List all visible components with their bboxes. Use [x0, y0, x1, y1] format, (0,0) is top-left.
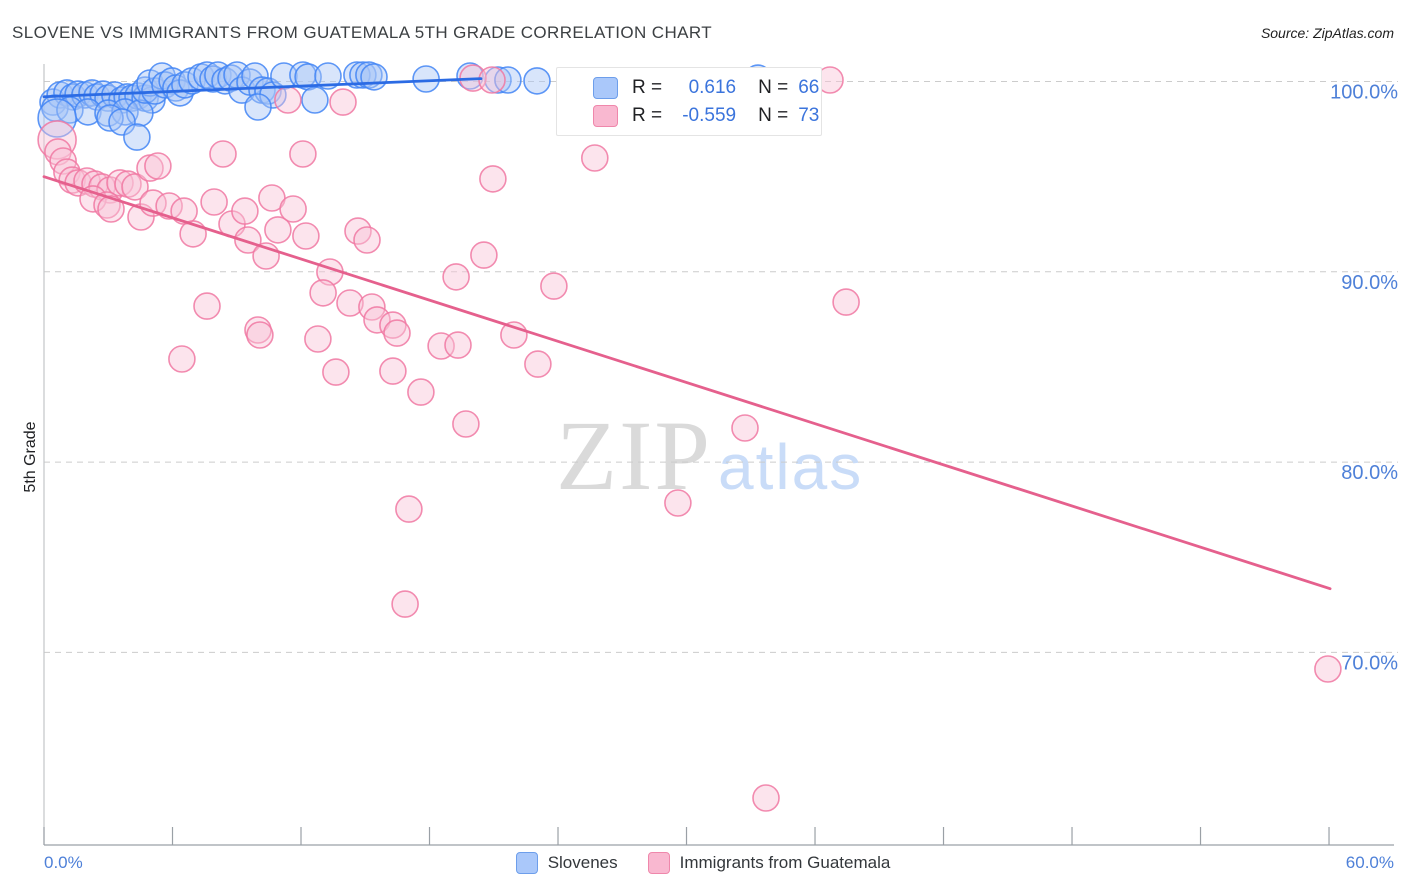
data-point-guatemala [168, 345, 196, 373]
legend-row-slovenes: R = 0.616 N = 66 [557, 76, 821, 99]
data-point-slovenes [494, 66, 522, 94]
data-point-guatemala [540, 272, 568, 300]
data-point-guatemala [395, 495, 423, 523]
y-axis-title: 5th Grade [22, 421, 39, 493]
data-point-guatemala [478, 66, 506, 94]
data-point-slovenes [37, 98, 77, 138]
data-point-guatemala [246, 321, 274, 349]
data-point-slovenes [111, 98, 139, 126]
data-point-guatemala [79, 185, 107, 213]
data-point-guatemala [274, 86, 302, 114]
data-point-guatemala [37, 120, 77, 160]
n-label: N = [758, 104, 789, 126]
x-axis-min-label: 0.0% [44, 853, 83, 872]
data-point-guatemala [832, 288, 860, 316]
x-axis-max-label: 60.0% [1345, 853, 1394, 872]
legend-item-guatemala[interactable]: Immigrants from Guatemala [647, 852, 891, 874]
correlation-legend-box: R = 0.616 N = 66 R = -0.559 N = 73 [556, 67, 822, 136]
source-link[interactable]: Source: ZipAtlas.com [1260, 25, 1394, 41]
data-point-guatemala [121, 173, 149, 201]
data-point-guatemala [264, 216, 292, 244]
legend-item-label: Slovenes [547, 853, 618, 872]
legend-row-guatemala: R = -0.559 N = 73 [557, 104, 821, 127]
data-point-slovenes [301, 86, 329, 114]
n-label: N = [758, 76, 789, 98]
data-point-guatemala [144, 152, 172, 180]
data-point-guatemala [363, 306, 391, 334]
data-point-guatemala [353, 226, 381, 254]
data-point-guatemala [44, 138, 72, 166]
data-point-guatemala [470, 241, 498, 269]
data-point-guatemala [209, 140, 237, 168]
legend-item-label: Immigrants from Guatemala [679, 853, 891, 872]
data-point-guatemala [292, 222, 320, 250]
data-point-slovenes [123, 123, 151, 151]
data-point-guatemala [336, 289, 364, 317]
data-point-guatemala [97, 195, 125, 223]
data-point-guatemala [391, 590, 419, 618]
data-point-guatemala [322, 358, 350, 386]
data-point-slovenes [314, 62, 342, 90]
data-point-guatemala [1314, 655, 1342, 683]
data-point-guatemala [731, 414, 759, 442]
data-point-guatemala [289, 140, 317, 168]
data-point-guatemala [580, 144, 609, 172]
guatemala-swatch-icon [647, 852, 670, 874]
slovenes-swatch-icon [593, 76, 618, 99]
data-point-guatemala [442, 263, 470, 291]
r-value: 0.616 [688, 76, 737, 98]
data-point-slovenes [349, 61, 377, 89]
trend-line-guatemala [42, 175, 1332, 591]
data-point-guatemala [379, 311, 407, 339]
data-point-guatemala [231, 197, 259, 225]
data-point-guatemala [309, 279, 337, 307]
data-point-slovenes [523, 67, 551, 95]
n-value: 66 [798, 76, 820, 98]
page-title: SLOVENE VS IMMIGRANTS FROM GUATEMALA 5TH… [12, 23, 713, 42]
trend-line-slovenes [42, 77, 483, 99]
chart-header: SLOVENE VS IMMIGRANTS FROM GUATEMALA 5TH… [12, 18, 1394, 48]
data-point-slovenes [412, 65, 440, 93]
data-point-slovenes [294, 63, 322, 91]
data-point-guatemala [407, 378, 435, 406]
data-point-guatemala [479, 165, 507, 193]
data-point-guatemala [444, 331, 472, 359]
data-point-guatemala [379, 357, 407, 385]
data-point-slovenes [244, 93, 272, 121]
data-point-guatemala [304, 325, 332, 353]
data-point-slovenes [126, 99, 154, 127]
data-point-guatemala [752, 784, 780, 812]
data-point-guatemala [193, 292, 221, 320]
data-point-guatemala [524, 350, 552, 378]
data-point-guatemala [329, 88, 357, 116]
legend-item-slovenes[interactable]: Slovenes [515, 852, 618, 874]
data-point-guatemala [383, 319, 411, 347]
data-point-slovenes [108, 108, 136, 136]
n-value: 73 [798, 104, 820, 126]
y-tick-label: 70.0% [1341, 652, 1398, 674]
r-label: R = [632, 76, 663, 98]
data-point-guatemala [664, 489, 692, 517]
r-value: -0.559 [682, 104, 737, 126]
data-point-slovenes [484, 66, 512, 94]
data-point-guatemala [200, 188, 228, 216]
data-point-guatemala [452, 410, 480, 438]
data-point-guatemala [155, 192, 183, 220]
guatemala-swatch-icon [593, 104, 618, 127]
y-tick-label: 90.0% [1341, 272, 1398, 294]
y-tick-label: 100.0% [1330, 82, 1398, 104]
y-tick-label: 80.0% [1341, 462, 1398, 484]
slovenes-swatch-icon [515, 852, 538, 874]
data-point-guatemala [234, 226, 262, 254]
r-label: R = [632, 104, 663, 126]
series-legend: Slovenes Immigrants from Guatemala [0, 852, 1406, 874]
data-point-guatemala [279, 195, 307, 223]
data-point-slovenes [360, 63, 388, 91]
